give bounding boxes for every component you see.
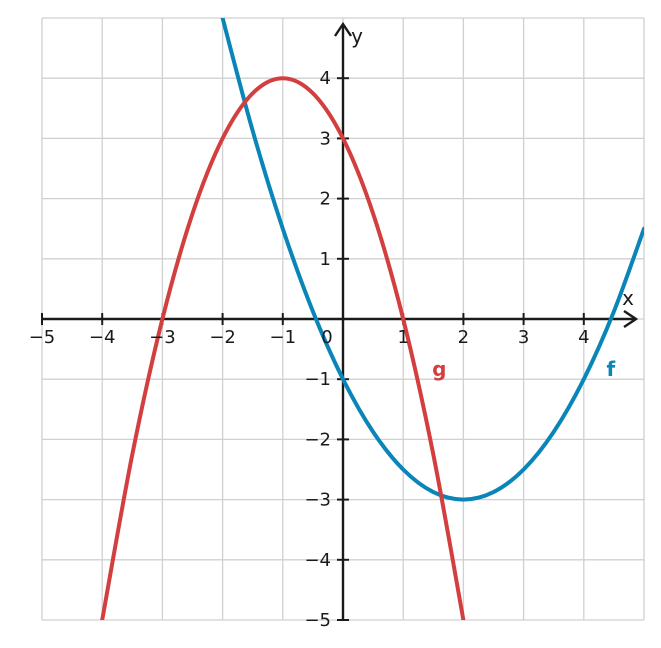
x-tick-label: −4 bbox=[89, 327, 116, 348]
y-tick-label: 3 bbox=[320, 128, 331, 149]
y-tick-label: −2 bbox=[304, 429, 331, 450]
y-tick-label: 4 bbox=[320, 68, 331, 89]
y-tick-label: −4 bbox=[304, 550, 331, 571]
y-axis-label: y bbox=[351, 24, 363, 48]
x-tick-label: 4 bbox=[578, 327, 589, 348]
axes bbox=[41, 21, 639, 621]
y-tick-label: −1 bbox=[304, 369, 331, 390]
x-tick-label: 3 bbox=[518, 327, 529, 348]
curves bbox=[100, 18, 644, 620]
x-tick-label: 0 bbox=[321, 327, 332, 348]
x-tick-label: 2 bbox=[458, 327, 469, 348]
x-tick-label: −3 bbox=[149, 327, 176, 348]
curve-label-g: g bbox=[432, 357, 446, 381]
x-axis-label: x bbox=[622, 286, 634, 310]
y-tick-label: 1 bbox=[320, 249, 331, 270]
x-tick-label: −5 bbox=[29, 327, 56, 348]
x-tick-label: −1 bbox=[270, 327, 297, 348]
x-axis-arrow bbox=[623, 310, 639, 328]
y-tick-label: −3 bbox=[304, 490, 331, 511]
y-tick-label: 2 bbox=[320, 189, 331, 210]
y-axis-arrow bbox=[334, 21, 352, 37]
curve-f bbox=[220, 18, 644, 502]
y-tick-label: −5 bbox=[304, 610, 331, 631]
curve-label-f: f bbox=[607, 357, 616, 381]
labels: x y −5 −4 −3 −2 −1 0 1 2 3 4 −5 −4 −3 −2 −1 1 2 3 4 g f bbox=[29, 24, 634, 631]
x-tick-label: −2 bbox=[209, 327, 236, 348]
curve-g bbox=[100, 76, 466, 620]
x-tick-label: 1 bbox=[397, 327, 408, 348]
